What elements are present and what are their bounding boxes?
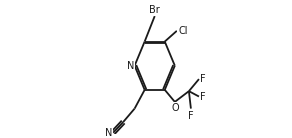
Text: N: N <box>105 128 112 138</box>
Text: F: F <box>200 74 206 84</box>
Text: Cl: Cl <box>178 26 188 36</box>
Text: Br: Br <box>149 5 160 15</box>
Text: N: N <box>126 61 134 71</box>
Text: O: O <box>172 103 179 113</box>
Text: F: F <box>188 111 194 121</box>
Text: F: F <box>200 91 206 102</box>
